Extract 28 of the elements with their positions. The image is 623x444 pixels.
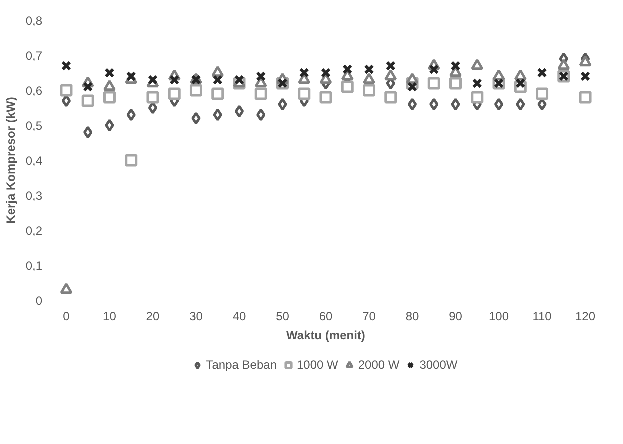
y-tick-label: 0,4 — [26, 154, 43, 168]
legend-label: 2000 W — [358, 358, 400, 372]
x-tick-label: 110 — [532, 310, 552, 324]
x-tick-label: 80 — [406, 310, 420, 324]
x-tick-label: 100 — [489, 310, 510, 324]
x-tick-label: 60 — [319, 310, 333, 324]
x-tick-label: 120 — [576, 310, 596, 324]
x-tick-label: 90 — [449, 310, 463, 324]
y-axis-title: Kerja Kompresor (kW) — [4, 97, 18, 224]
legend-label: 3000W — [420, 358, 458, 372]
legend-label: Tanpa Beban — [206, 358, 277, 372]
x-tick-label: 0 — [63, 310, 70, 324]
y-tick-label: 0,8 — [26, 14, 43, 28]
y-tick-label: 0 — [36, 294, 43, 308]
y-tick-label: 0,5 — [26, 119, 43, 133]
x-axis-title: Waktu (menit) — [286, 328, 366, 342]
y-tick-label: 0,1 — [26, 259, 43, 273]
legend-label: 1000 W — [296, 358, 338, 372]
y-tick-label: 0,7 — [26, 49, 43, 63]
x-tick-label: 20 — [146, 310, 160, 324]
x-tick-label: 40 — [232, 310, 246, 324]
y-tick-label: 0,2 — [26, 224, 43, 238]
x-tick-label: 30 — [190, 310, 204, 324]
x-tick-label: 10 — [103, 310, 117, 324]
x-tick-label: 70 — [362, 310, 376, 324]
x-tick-label: 50 — [276, 310, 290, 324]
y-tick-label: 0,3 — [26, 189, 43, 203]
y-tick-label: 0,6 — [26, 84, 43, 98]
